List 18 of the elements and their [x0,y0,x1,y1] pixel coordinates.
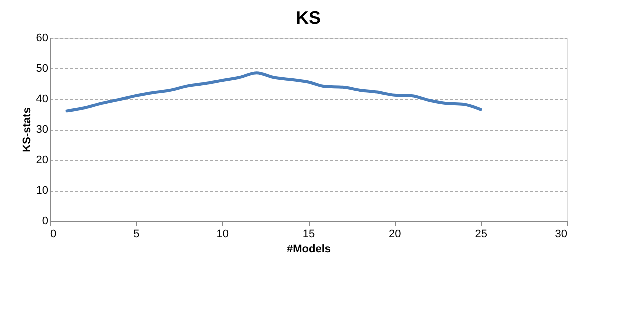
line-series [66,72,482,113]
chart-title: KS [296,8,322,28]
y-tick-label: 20 [36,154,48,166]
y-tick-label: 60 [36,32,48,44]
y-tick-label: 40 [36,94,48,106]
y-tick-label: 50 [36,63,48,75]
x-tick-label: 10 [216,228,229,240]
y-tick-label: 10 [36,185,48,197]
y-tick-label: 30 [36,124,48,136]
x-tick-label: 0 [50,228,57,240]
x-tick-label: 5 [134,228,140,240]
x-tick-label: 15 [302,228,316,240]
x-axis-title: #Models [286,244,332,256]
x-tick-label: 25 [475,228,488,240]
x-tick-label: 20 [389,228,402,240]
x-tick-label: 30 [555,228,568,240]
y-tick-label: 0 [42,216,48,228]
y-axis-title: KS-stats [21,108,34,152]
